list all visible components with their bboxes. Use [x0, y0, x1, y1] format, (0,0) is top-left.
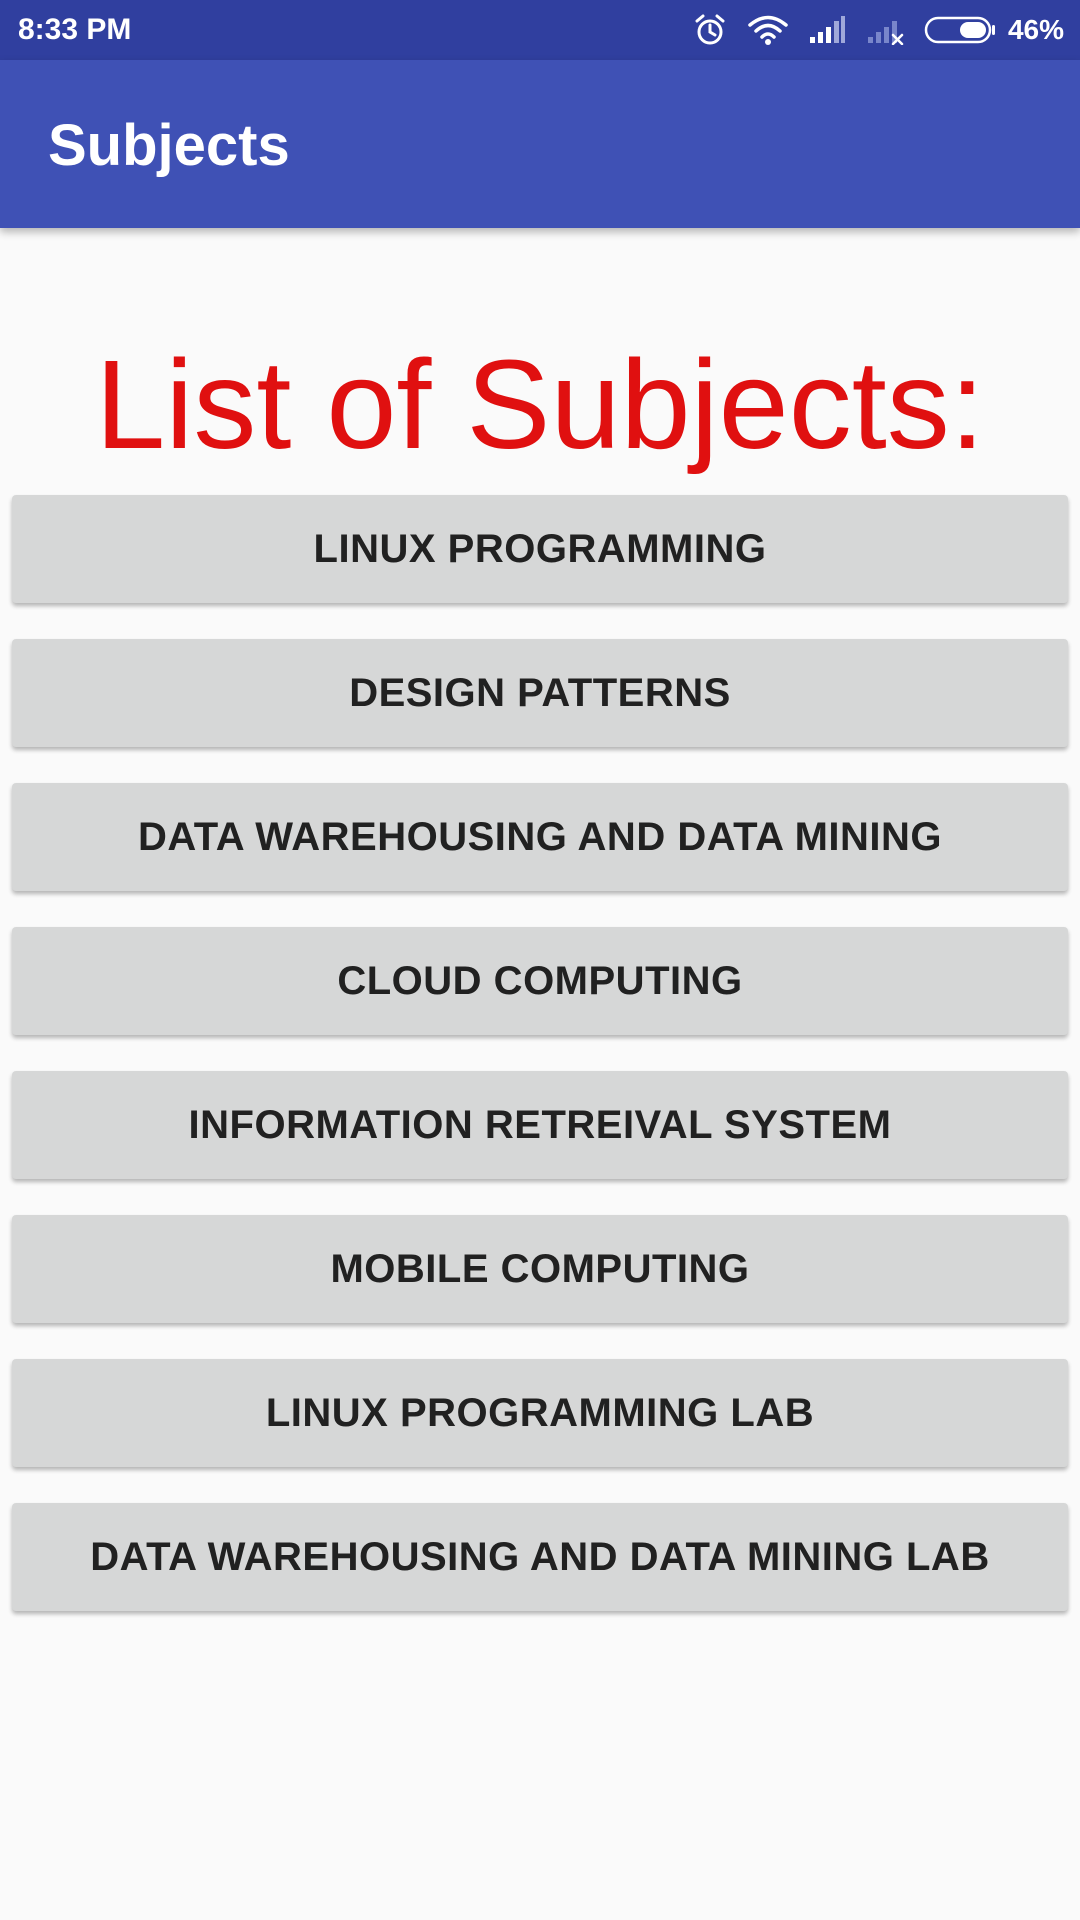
- signal-icon: [808, 15, 846, 45]
- subject-button-data-warehousing[interactable]: DATA WAREHOUSING AND DATA MINING: [12, 783, 1068, 891]
- status-bar: 8:33 PM: [0, 0, 1080, 60]
- app-bar: Subjects: [0, 60, 1080, 228]
- subject-button-linux-programming[interactable]: LINUX PROGRAMMING: [12, 495, 1068, 603]
- wifi-icon: [748, 14, 788, 46]
- alarm-icon: [692, 12, 728, 48]
- app-title: Subjects: [48, 113, 290, 178]
- subject-button-data-warehousing-lab[interactable]: DATA WAREHOUSING AND DATA MINING LAB: [12, 1503, 1068, 1611]
- no-signal-icon: [866, 15, 904, 45]
- page-heading: List of Subjects:: [95, 334, 985, 475]
- status-time: 8:33 PM: [18, 13, 132, 46]
- subject-button-cloud-computing[interactable]: CLOUD COMPUTING: [12, 927, 1068, 1035]
- subject-button-design-patterns[interactable]: DESIGN PATTERNS: [12, 639, 1068, 747]
- battery-percent: 46%: [1007, 14, 1064, 45]
- subject-button-information-retrieval[interactable]: INFORMATION RETREIVAL SYSTEM: [12, 1071, 1068, 1179]
- battery-icon: [924, 15, 996, 45]
- subject-button-mobile-computing[interactable]: MOBILE COMPUTING: [12, 1215, 1068, 1323]
- subject-button-linux-programming-lab[interactable]: LINUX PROGRAMMING LAB: [12, 1359, 1068, 1467]
- status-icons: 46%: [692, 10, 1064, 50]
- subject-list: LINUX PROGRAMMING DESIGN PATTERNS DATA W…: [12, 495, 1068, 1647]
